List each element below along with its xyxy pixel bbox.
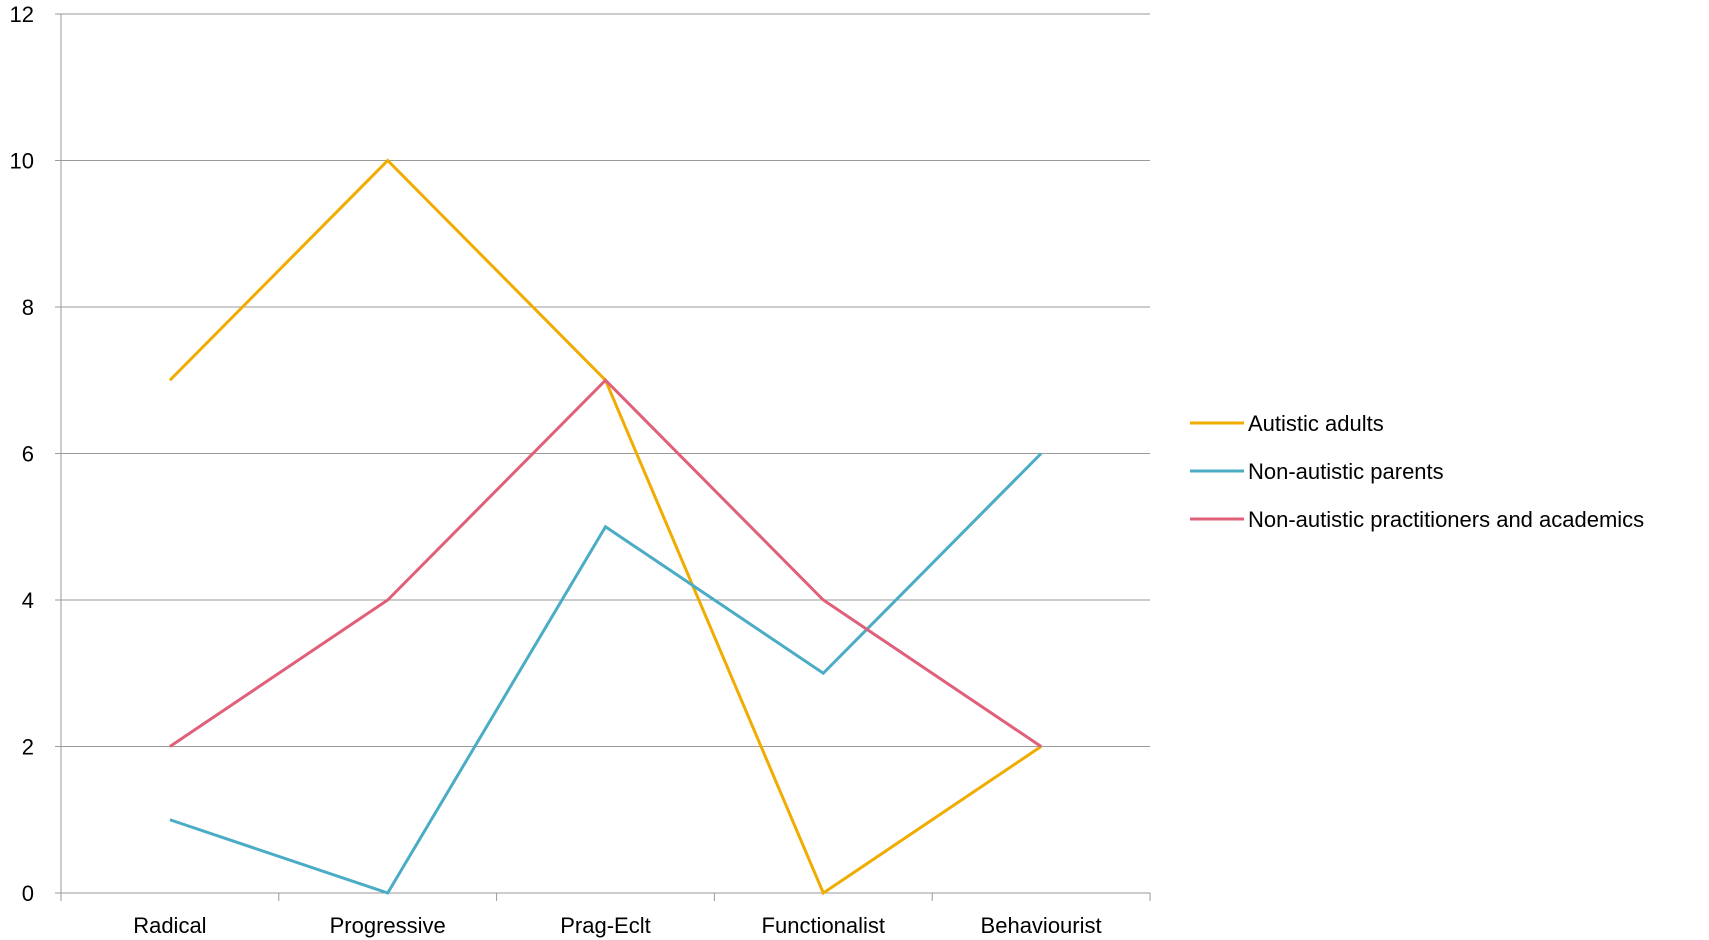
- series-lines: [168, 158, 1043, 896]
- legend-label-1: Autistic adults: [1248, 411, 1384, 436]
- y-tick-labels: 0 2 4 6 8 10 12: [10, 2, 34, 906]
- x-tick-label: Functionalist: [762, 913, 886, 938]
- axes: [55, 13, 1151, 901]
- legend-label-2: Non-autistic parents: [1248, 459, 1444, 484]
- y-tick-label: 6: [22, 442, 34, 467]
- series-line-2: [169, 452, 1043, 895]
- y-tick-label: 0: [22, 881, 34, 906]
- y-tick-label: 10: [10, 149, 34, 174]
- legend: Autistic adults Non-autistic parents Non-a…: [1190, 411, 1644, 532]
- x-tick-label: Prag-Eclt: [560, 913, 650, 938]
- x-tick-label: Behaviourist: [981, 913, 1102, 938]
- x-tick-label: Progressive: [330, 913, 446, 938]
- x-tick-labels: Radical Progressive Prag-Eclt Functionalist…: [133, 913, 1101, 938]
- y-tick-label: 4: [22, 588, 34, 613]
- y-tick-label: 12: [10, 2, 34, 27]
- series-line-3: [169, 378, 1042, 748]
- x-tick-label: Radical: [133, 913, 206, 938]
- y-tick-label: 2: [22, 735, 34, 760]
- legend-label-3: Non-autistic practitioners and academics: [1248, 507, 1644, 532]
- y-tick-label: 8: [22, 295, 34, 320]
